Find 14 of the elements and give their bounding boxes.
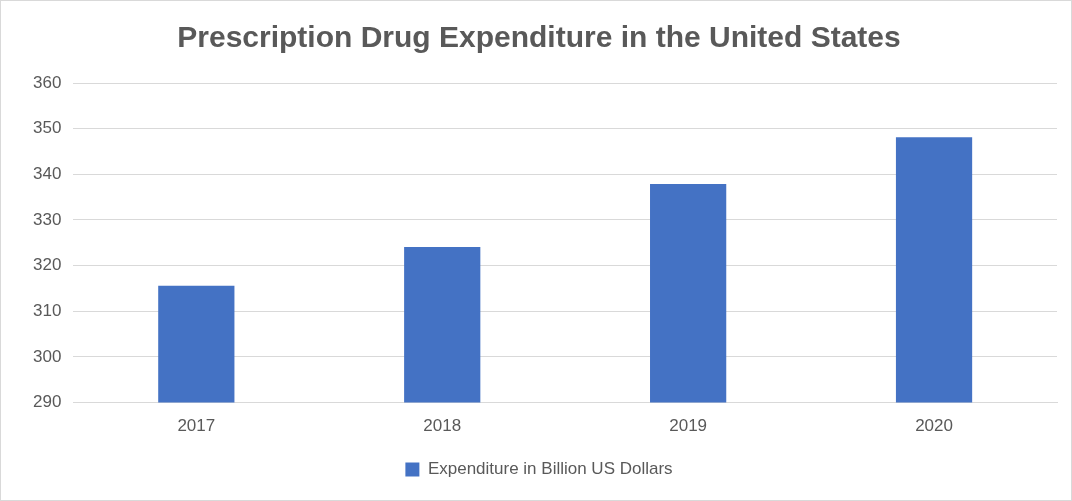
y-tick-label: 340 <box>32 164 62 183</box>
chart-title: Prescription Drug Expenditure in the United States <box>177 20 901 54</box>
y-tick-label: 320 <box>32 255 62 275</box>
y-tick-label: 350 <box>32 118 62 138</box>
x-tick-label: 2018 <box>423 416 462 436</box>
legend-label: Expenditure in Billion US Dollars <box>427 459 673 479</box>
y-tick-label: 330 <box>32 209 62 229</box>
y-tick-label: 290 <box>32 392 62 412</box>
x-tick-label: 2017 <box>177 416 216 436</box>
y-tick-label: 360 <box>32 72 62 92</box>
y-tick-label: 310 <box>32 300 62 320</box>
y-tick-label: 300 <box>32 346 62 366</box>
x-tick-label: 2020 <box>915 416 953 436</box>
x-tick-label: 2019 <box>669 416 708 436</box>
